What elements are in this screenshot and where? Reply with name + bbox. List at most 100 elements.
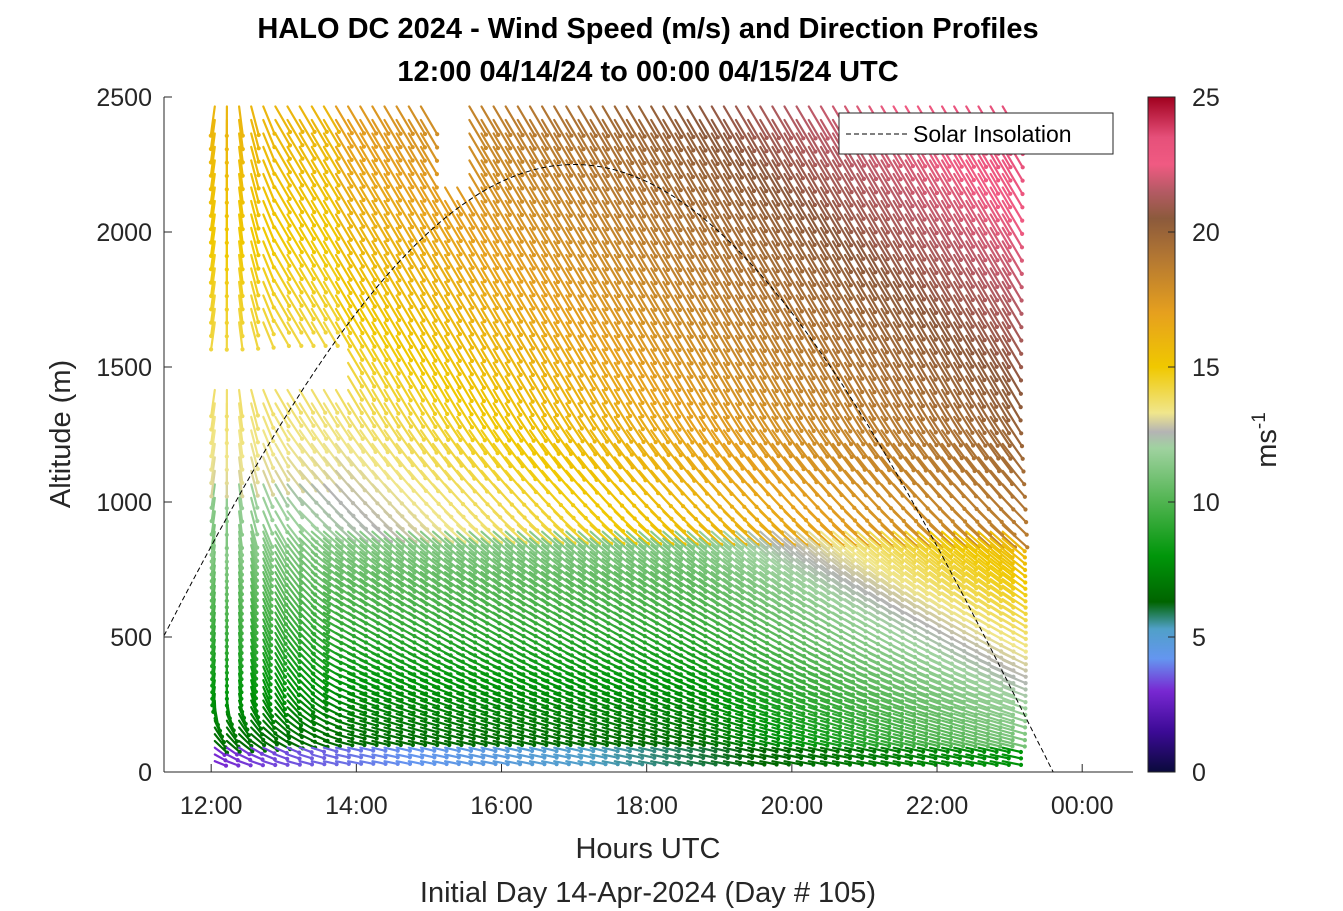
wind-vector-head bbox=[471, 730, 476, 735]
wind-vector bbox=[262, 267, 275, 296]
wind-vector-head bbox=[506, 359, 511, 364]
wind-vector-head bbox=[457, 345, 462, 350]
wind-vector-head bbox=[653, 347, 658, 352]
wind-vector-head bbox=[360, 317, 365, 322]
wind-vector-head bbox=[678, 281, 683, 286]
wind-vector bbox=[262, 159, 276, 189]
wind-vector-head bbox=[324, 676, 330, 681]
wind-vector-head bbox=[677, 361, 682, 366]
wind-vector-head bbox=[362, 736, 367, 741]
wind-vector-head bbox=[678, 201, 683, 206]
wind-vector-head bbox=[543, 306, 548, 311]
wind-vector-head bbox=[665, 267, 671, 272]
wind-vector-head bbox=[224, 559, 229, 564]
wind-vector-head bbox=[446, 265, 451, 270]
wind-vector-head bbox=[665, 723, 671, 728]
wind-vector bbox=[262, 523, 274, 548]
wind-vector-head bbox=[568, 736, 573, 741]
wind-vector bbox=[371, 753, 387, 759]
wind-vector-head bbox=[239, 552, 245, 558]
wind-vector bbox=[250, 618, 258, 641]
wind-vector bbox=[322, 753, 338, 759]
wind-vector-head bbox=[446, 292, 451, 297]
wind-vector-head bbox=[493, 412, 499, 417]
wind-vector bbox=[298, 321, 315, 347]
wind-vector-head bbox=[496, 723, 501, 728]
wind-vector bbox=[322, 213, 340, 240]
wind-vector-head bbox=[507, 292, 512, 297]
wind-vector-head bbox=[256, 293, 261, 298]
wind-vector-head bbox=[224, 572, 229, 577]
wind-vector-head bbox=[592, 333, 597, 338]
wind-vector-head bbox=[604, 320, 609, 325]
wind-vector bbox=[262, 388, 275, 416]
wind-vector bbox=[334, 105, 353, 135]
wind-vector-head bbox=[348, 251, 353, 256]
wind-vector-head bbox=[347, 423, 352, 428]
wind-vector-head bbox=[299, 263, 304, 268]
wind-vector-head bbox=[470, 332, 475, 337]
wind-vector bbox=[347, 665, 367, 676]
wind-vector-head bbox=[433, 278, 439, 283]
wind-vector-head bbox=[372, 291, 377, 296]
wind-vector-head bbox=[555, 293, 561, 298]
wind-vector-head bbox=[555, 373, 560, 378]
wind-vector-head bbox=[520, 159, 525, 164]
wind-vector bbox=[334, 564, 355, 581]
wind-vector bbox=[225, 719, 237, 738]
wind-vector bbox=[347, 267, 364, 295]
wind-vector bbox=[274, 557, 288, 580]
wind-vector bbox=[359, 591, 380, 606]
wind-vector-head bbox=[285, 762, 290, 767]
wind-vector bbox=[359, 415, 376, 441]
wind-vector-head bbox=[519, 212, 525, 218]
wind-vector bbox=[359, 544, 380, 562]
wind-vector-head bbox=[519, 266, 524, 271]
wind-vector-head bbox=[224, 320, 229, 325]
wind-vector-head bbox=[256, 173, 261, 178]
wind-vector bbox=[298, 672, 315, 689]
wind-vector-head bbox=[287, 183, 292, 188]
wind-vector-head bbox=[260, 763, 265, 768]
wind-vector-head bbox=[324, 183, 329, 188]
wind-vector-head bbox=[640, 334, 646, 339]
wind-vector-head bbox=[653, 254, 659, 259]
wind-vector bbox=[347, 429, 365, 453]
wind-vector-head bbox=[556, 186, 561, 191]
wind-vector bbox=[359, 665, 379, 676]
wind-vector-head bbox=[434, 172, 439, 177]
wind-vector-head bbox=[385, 278, 390, 283]
wind-vector-head bbox=[208, 133, 213, 138]
wind-vector-head bbox=[387, 723, 392, 728]
wind-vector-head bbox=[224, 441, 229, 446]
wind-vector bbox=[334, 571, 355, 587]
wind-vector bbox=[250, 537, 259, 563]
wind-vector-head bbox=[385, 211, 390, 216]
wind-vector-head bbox=[580, 226, 586, 232]
wind-vector-head bbox=[208, 146, 213, 152]
wind-vector-head bbox=[579, 373, 584, 378]
wind-vector-head bbox=[581, 723, 586, 728]
wind-vector-head bbox=[653, 334, 658, 339]
wind-vector-head bbox=[556, 736, 561, 741]
wind-vector-head bbox=[224, 254, 229, 259]
wind-vector-head bbox=[531, 319, 536, 324]
wind-vector-head bbox=[239, 579, 244, 584]
wind-vector bbox=[274, 645, 287, 665]
wind-vector-head bbox=[506, 399, 511, 404]
wind-vector-head bbox=[349, 184, 354, 189]
wind-vector-head bbox=[210, 677, 215, 682]
wind-vector-head bbox=[604, 426, 609, 431]
wind-vector bbox=[250, 469, 259, 497]
wind-vector-head bbox=[654, 174, 659, 179]
wind-vector-head bbox=[409, 318, 414, 323]
wind-vector-head bbox=[640, 414, 645, 419]
wind-vector-head bbox=[580, 293, 585, 298]
wind-vector bbox=[298, 429, 316, 453]
wind-vector bbox=[262, 402, 275, 429]
wind-vector-head bbox=[348, 237, 353, 242]
wind-vector bbox=[359, 679, 379, 689]
wind-vector-head bbox=[312, 169, 317, 175]
wind-vector-head bbox=[482, 265, 487, 270]
wind-vector-head bbox=[270, 714, 275, 719]
